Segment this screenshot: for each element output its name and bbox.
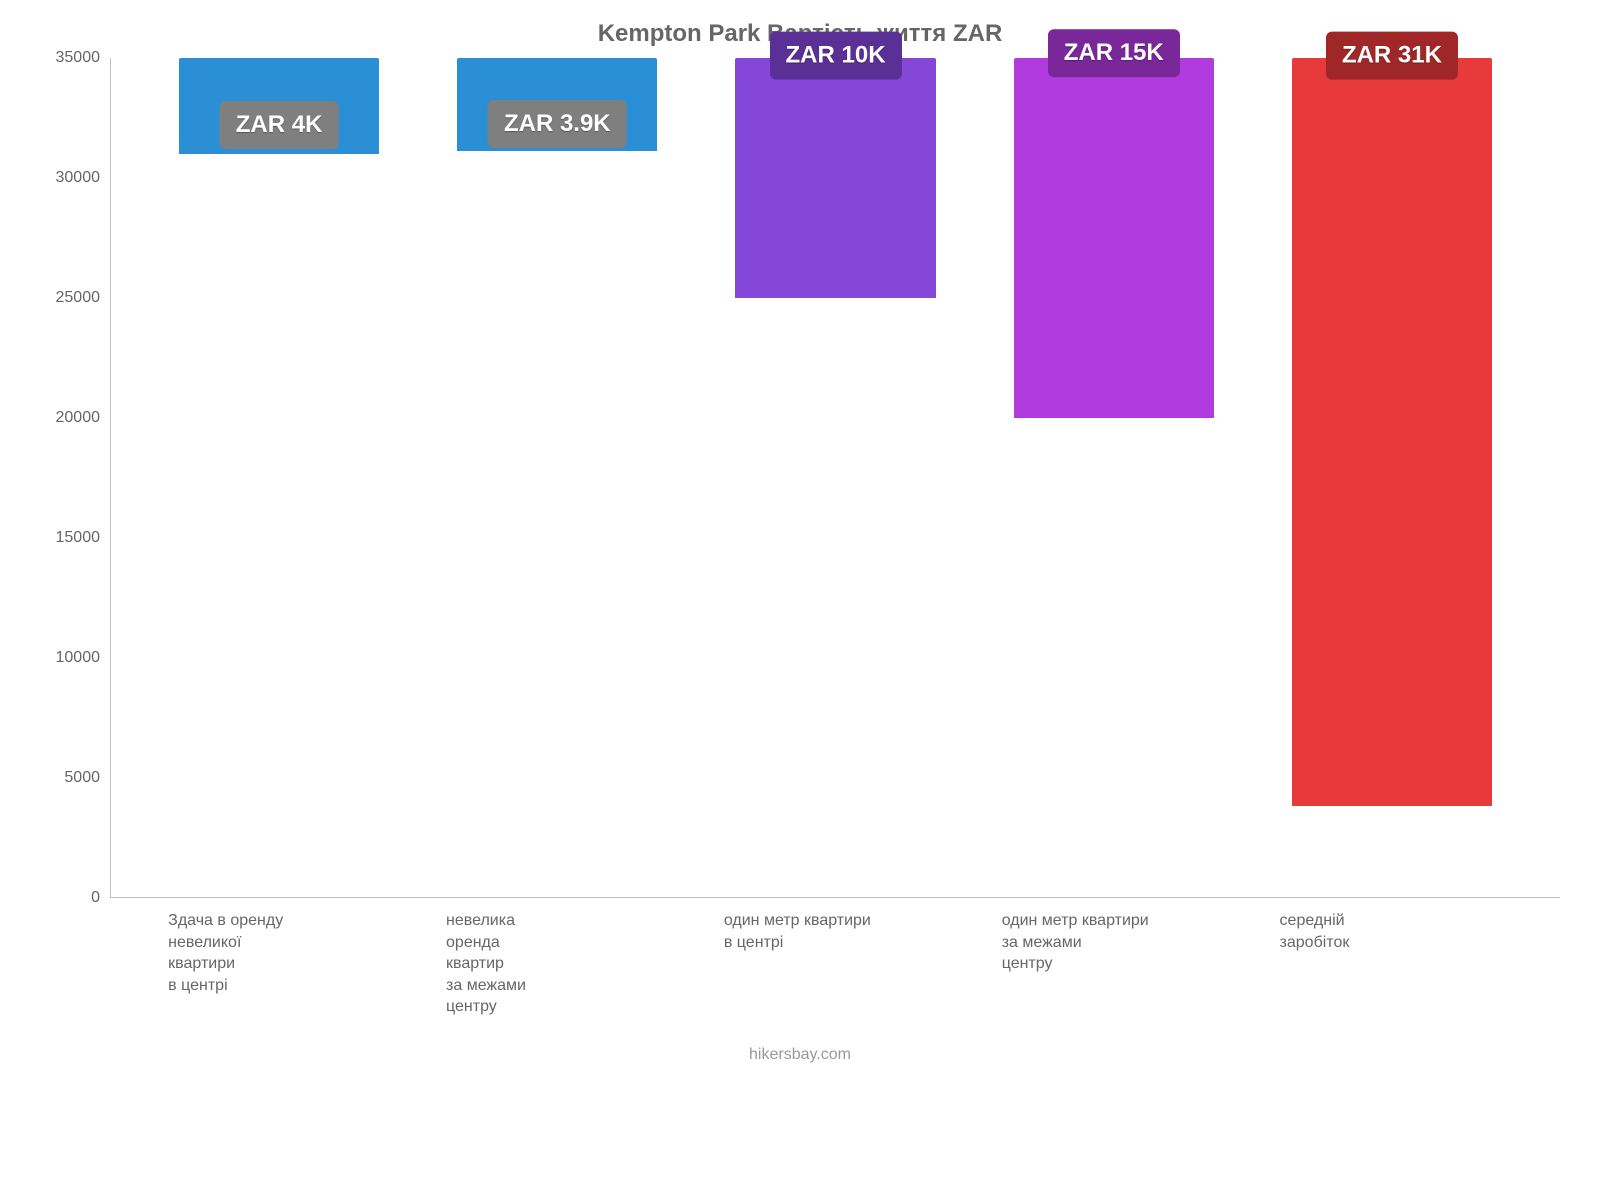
bar-slot: ZAR 31K (1253, 58, 1531, 897)
x-label: один метр квартири в центрі (724, 910, 871, 1018)
bar-slot: ZAR 15K (975, 58, 1253, 897)
bar-value-label: ZAR 15K (1048, 29, 1180, 77)
bar-value-label: ZAR 31K (1326, 32, 1458, 80)
bar-slot: ZAR 3.9K (418, 58, 696, 897)
y-tick: 5000 (64, 769, 100, 787)
bar-value-label: ZAR 10K (770, 32, 902, 80)
bar-value-label: ZAR 3.9K (488, 100, 627, 148)
y-tick: 35000 (56, 49, 101, 67)
chart-container: Kempton Park Вартість життя ZAR 05000100… (0, 0, 1600, 1200)
x-label-slot: невелика оренда квартир за межами центру (418, 910, 696, 1018)
bar-slot: ZAR 4K (140, 58, 418, 897)
x-label: один метр квартири за межами центру (1002, 910, 1149, 1018)
bar: ZAR 10K (735, 58, 935, 298)
y-axis: 05000100001500020000250003000035000 (40, 58, 110, 898)
bar: ZAR 3.9K (457, 58, 657, 151)
x-axis-labels: Здача в оренду невеликої квартири в цент… (110, 910, 1560, 1018)
bar-slot: ZAR 10K (696, 58, 974, 897)
bar: ZAR 15K (1014, 58, 1214, 418)
y-tick: 0 (91, 889, 100, 907)
x-label-slot: Здача в оренду невеликої квартири в цент… (140, 910, 418, 1018)
x-label-slot: середній заробіток (1252, 910, 1530, 1018)
y-tick: 25000 (56, 289, 101, 307)
y-tick: 10000 (56, 649, 101, 667)
bars-layer: ZAR 4K ZAR 3.9K ZAR 10K ZAR 15K ZAR 31K (111, 58, 1560, 897)
x-label: Здача в оренду невеликої квартири в цент… (168, 910, 283, 1018)
bar: ZAR 4K (179, 58, 379, 154)
bar-value-label: ZAR 4K (220, 101, 339, 149)
bar: ZAR 31K (1292, 58, 1492, 806)
x-label: середній заробіток (1280, 910, 1350, 1018)
y-tick: 20000 (56, 409, 101, 427)
x-label-slot: один метр квартири в центрі (696, 910, 974, 1018)
x-label-slot: один метр квартири за межами центру (974, 910, 1252, 1018)
plot-row: 05000100001500020000250003000035000 ZAR … (40, 58, 1560, 898)
x-label: невелика оренда квартир за межами центру (446, 910, 526, 1018)
y-tick: 15000 (56, 529, 101, 547)
attribution: hikersbay.com (40, 1046, 1560, 1064)
plot-area: ZAR 4K ZAR 3.9K ZAR 10K ZAR 15K ZAR 31K (110, 58, 1560, 898)
y-tick: 30000 (56, 169, 101, 187)
